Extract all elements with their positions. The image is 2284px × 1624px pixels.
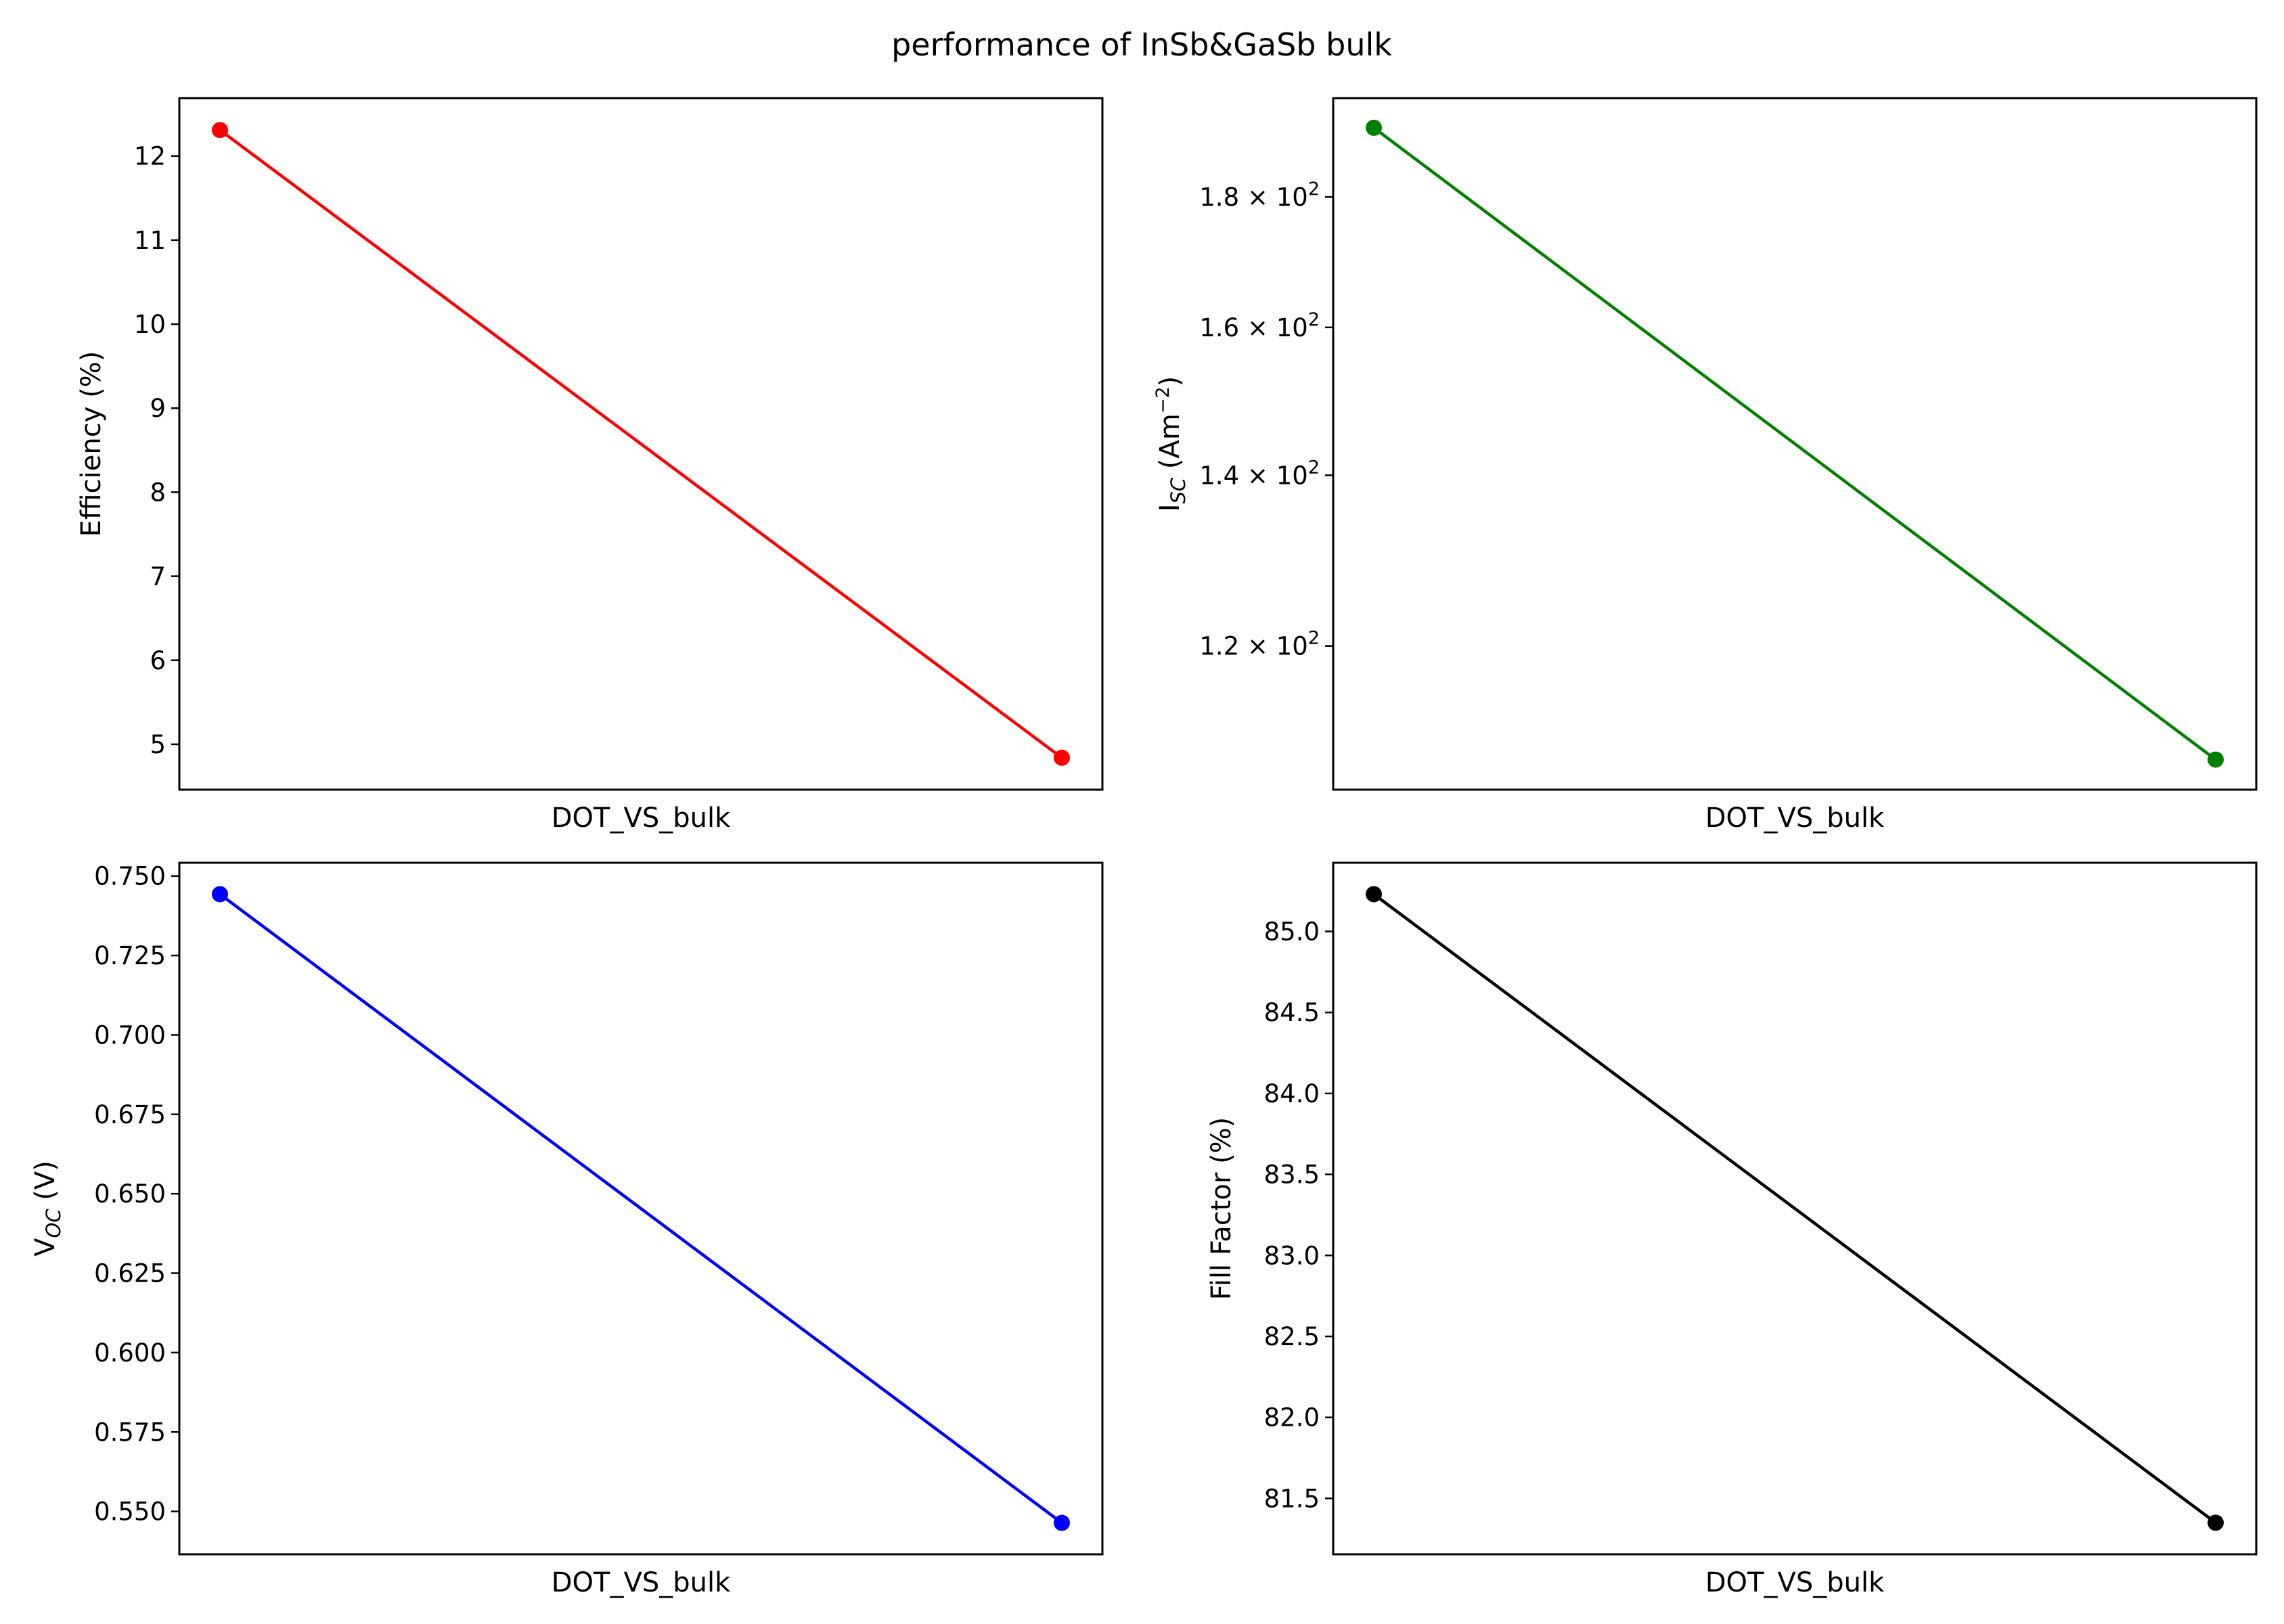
fill-factor-ytick-label: 82.5	[1264, 1322, 1320, 1351]
subplot-voc: 0.550 0.575 0.600 0.625 0.650 0.675 0.700 0.725…	[30, 861, 1104, 1598]
subplot-efficiency: 5 6 7 8 9 10 11 12 DOT_VS_bulk Efficiency (%)	[76, 97, 1104, 834]
isc-ytick-label: 1.8 × 102	[1199, 179, 1320, 212]
voc-ytick-label: 0.650	[94, 1179, 166, 1209]
fill-factor-y-axis-label: Fill Factor (%)	[1206, 1117, 1237, 1301]
isc-y-axis-label: ISC (Am−2)	[1152, 376, 1190, 512]
voc-x-axis-label: DOT_VS_bulk	[552, 1567, 731, 1598]
efficiency-ytick-label: 8	[150, 478, 166, 507]
fill-factor-ytick-label: 81.5	[1264, 1484, 1320, 1513]
isc-data-point	[1366, 119, 1382, 136]
voc-y-axis-label: VOC (V)	[30, 1160, 65, 1257]
fill-factor-ytick-label: 83.5	[1264, 1160, 1320, 1190]
isc-data-point	[2208, 751, 2224, 768]
fill-factor-ytick-label: 82.0	[1264, 1403, 1320, 1433]
efficiency-series-line	[219, 129, 1063, 759]
efficiency-data-point	[1054, 749, 1070, 766]
voc-axes-frame	[178, 861, 1104, 1556]
subplot-isc: 1.2 × 102 1.4 × 102 1.6 × 102 1.8 × 102 DOT_…	[1152, 97, 2258, 834]
voc-ytick-label: 0.675	[94, 1100, 166, 1129]
fill-factor-ytick-label: 84.5	[1264, 998, 1320, 1027]
voc-data-point	[212, 886, 228, 903]
fill-factor-data-point	[2208, 1514, 2224, 1531]
isc-ytick-label: 1.4 × 102	[1199, 457, 1320, 490]
efficiency-ytick-label: 6	[150, 646, 166, 675]
efficiency-ytick-label: 5	[150, 730, 166, 759]
voc-ytick-label: 0.750	[94, 862, 166, 891]
figure-title: performance of InSb&GaSb bulk	[891, 26, 1392, 63]
voc-data-point	[1054, 1514, 1070, 1531]
efficiency-data-point	[212, 122, 228, 139]
isc-x-axis-label: DOT_VS_bulk	[1705, 803, 1885, 834]
efficiency-ytick-label: 9	[150, 394, 166, 423]
isc-ytick-label: 1.6 × 102	[1199, 309, 1320, 342]
voc-ytick-label: 0.575	[94, 1418, 166, 1447]
efficiency-y-axis-label: Efficiency (%)	[76, 351, 107, 537]
fill-factor-ytick-label: 84.0	[1264, 1079, 1320, 1108]
isc-ytick-label: 1.2 × 102	[1199, 628, 1320, 661]
efficiency-x-axis-label: DOT_VS_bulk	[552, 803, 731, 834]
voc-ytick-label: 0.600	[94, 1338, 166, 1368]
isc-series-line	[1372, 127, 2217, 761]
efficiency-ytick-label: 7	[150, 562, 166, 591]
voc-ytick-label: 0.550	[94, 1497, 166, 1527]
fill-factor-series-line	[1372, 893, 2217, 1525]
voc-ytick-label: 0.700	[94, 1020, 166, 1050]
efficiency-ytick-label: 11	[134, 226, 166, 255]
voc-ytick-label: 0.625	[94, 1259, 166, 1288]
fill-factor-axes-frame	[1332, 861, 2258, 1556]
efficiency-ytick-label: 10	[134, 310, 166, 339]
voc-ytick-label: 0.725	[94, 941, 166, 970]
fill-factor-ytick-label: 85.0	[1264, 918, 1320, 947]
fill-factor-x-axis-label: DOT_VS_bulk	[1705, 1567, 1885, 1598]
subplot-fill-factor: 81.5 82.0 82.5 83.0 83.5 84.0 84.5 85.0 DOT_VS_b…	[1206, 861, 2258, 1598]
voc-series-line	[219, 893, 1063, 1525]
efficiency-axes-frame	[178, 97, 1104, 791]
efficiency-ytick-label: 12	[134, 142, 166, 171]
fill-factor-ytick-label: 83.0	[1264, 1241, 1320, 1270]
fill-factor-data-point	[1366, 886, 1382, 903]
isc-axes-frame	[1332, 97, 2258, 791]
